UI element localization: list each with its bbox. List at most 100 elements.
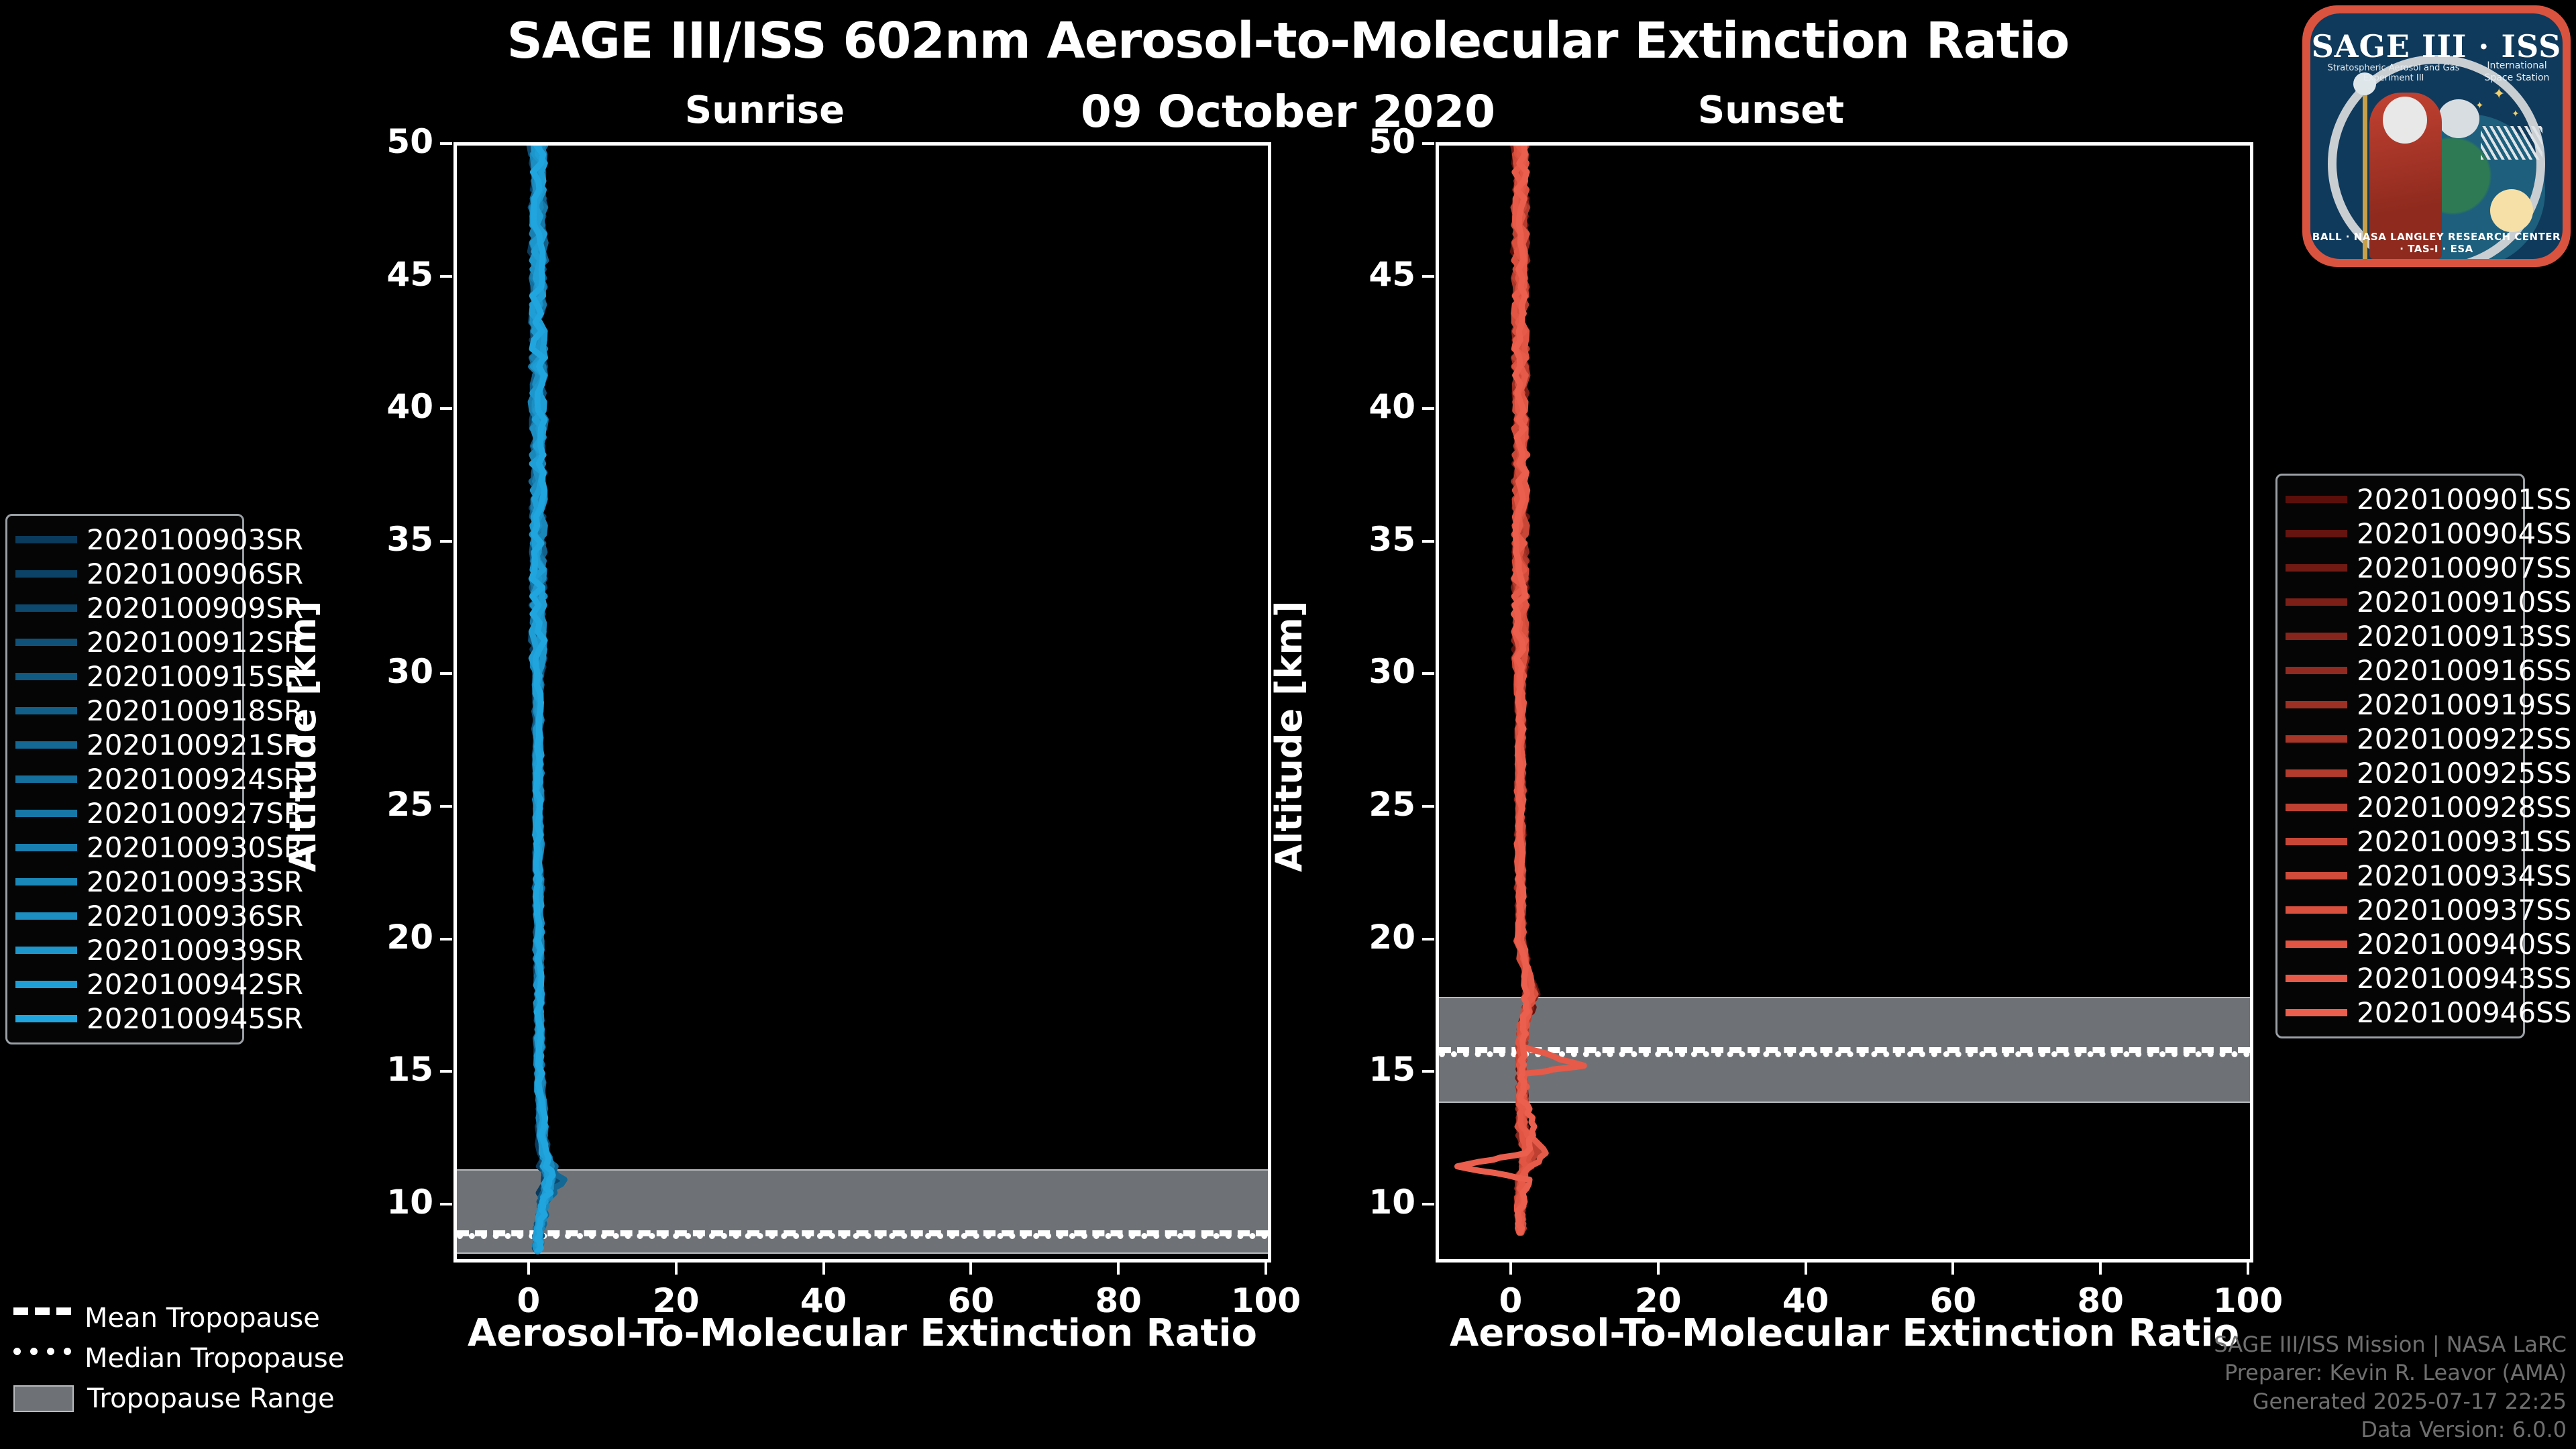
tropopause-range-band-sunrise xyxy=(457,1169,1268,1254)
legend-item-label: 2020100940SS xyxy=(2357,928,2572,961)
legend-item-sunrise[interactable]: 2020100906SR xyxy=(15,557,303,591)
y-tick-label: 35 xyxy=(1368,519,1415,559)
legend-item-label: 2020100943SS xyxy=(2357,962,2572,995)
x-tick-mark xyxy=(1265,1263,1267,1275)
legend-color-swatch xyxy=(2286,496,2347,503)
y-tick-mark xyxy=(1422,1202,1434,1205)
y-tick-mark xyxy=(440,407,452,411)
legend-item-sunrise[interactable]: 2020100924SR xyxy=(15,762,303,796)
median-tropopause-line-sunset xyxy=(1439,1051,2250,1057)
x-tick-label: 40 xyxy=(1782,1281,1829,1320)
legend-item-sunset[interactable]: 2020100940SS xyxy=(2286,927,2572,961)
legend-item-label: 2020100933SR xyxy=(87,865,304,898)
legend-item-sunrise[interactable]: 2020100939SR xyxy=(15,933,303,967)
series-line xyxy=(1454,146,1538,1236)
legend-item-label: 2020100931SS xyxy=(2357,825,2572,858)
y-tick-mark xyxy=(1422,142,1434,145)
y-axis-title-sunset: Altitude [km] xyxy=(1268,600,1310,873)
median-tropopause-line-sunrise xyxy=(457,1232,1268,1239)
legend-item-sunrise[interactable]: 2020100933SR xyxy=(15,865,303,899)
legend-item-sunrise[interactable]: 2020100921SR xyxy=(15,728,303,762)
dotted-line-swatch xyxy=(13,1347,71,1370)
y-tick-label: 25 xyxy=(386,785,433,824)
legend-item-label: 2020100930SR xyxy=(87,831,304,864)
legend-item-sunset[interactable]: 2020100904SS xyxy=(2286,517,2572,551)
legend-item-sunset[interactable]: 2020100925SS xyxy=(2286,756,2572,790)
y-tick-mark xyxy=(1422,539,1434,543)
legend-item-sunset[interactable]: 2020100928SS xyxy=(2286,790,2572,824)
x-tick-mark xyxy=(1656,1263,1660,1275)
y-tick-mark xyxy=(1422,805,1434,808)
x-tick-mark xyxy=(1117,1263,1120,1275)
y-tick-label: 45 xyxy=(386,254,433,294)
plot-area-sunset xyxy=(1436,142,2253,1263)
series-line xyxy=(529,146,556,1254)
y-tick-mark xyxy=(440,805,452,808)
x-tick-label: 100 xyxy=(2212,1281,2284,1320)
legend-item-sunset[interactable]: 2020100922SS xyxy=(2286,722,2572,756)
legend-item-sunset[interactable]: 2020100910SS xyxy=(2286,585,2572,619)
y-tick-mark xyxy=(1422,672,1434,676)
iss-station-icon xyxy=(2481,126,2542,160)
credits-line: Preparer: Kevin R. Leavor (AMA) xyxy=(2224,1360,2567,1386)
x-tick-label: 20 xyxy=(1634,1281,1682,1320)
y-tick-label: 10 xyxy=(1368,1182,1415,1222)
legend-item-sunset[interactable]: 2020100946SS xyxy=(2286,996,2572,1030)
legend-item-sunset[interactable]: 2020100934SS xyxy=(2286,859,2572,893)
y-tick-mark xyxy=(440,1202,452,1205)
legend-item-sunrise[interactable]: 2020100942SR xyxy=(15,967,303,1002)
legend-item-label: 2020100922SS xyxy=(2357,722,2572,755)
y-tick-mark xyxy=(440,937,452,941)
legend-item-sunrise[interactable]: 2020100927SR xyxy=(15,796,303,830)
legend-item-sunset[interactable]: 2020100931SS xyxy=(2286,824,2572,859)
legend-sunrise[interactable]: 2020100903SR 2020100906SR 2020100909SR 2020… xyxy=(5,514,303,1044)
legend-item-sunset[interactable]: 2020100937SS xyxy=(2286,893,2572,927)
legend-item-label: 2020100925SS xyxy=(2357,757,2572,790)
star-icon: ✦ xyxy=(2493,86,2506,103)
legend-item-sunrise[interactable]: 2020100903SR xyxy=(15,523,303,557)
legend-color-swatch xyxy=(15,775,77,783)
legend-item-label: 2020100919SS xyxy=(2357,688,2572,721)
y-tick-mark xyxy=(1422,407,1434,411)
x-tick-label: 40 xyxy=(800,1281,847,1320)
y-tick-label: 15 xyxy=(1368,1050,1415,1089)
data-series-svg-sunrise xyxy=(526,146,568,1254)
legend-color-swatch xyxy=(2286,975,2347,982)
legend-color-swatch xyxy=(15,947,77,954)
x-tick-mark xyxy=(1804,1263,1807,1275)
legend-item-sunset[interactable]: 2020100901SS xyxy=(2286,482,2572,517)
legend-item-sunset[interactable]: 2020100913SS xyxy=(2286,619,2572,653)
legend-item-sunrise[interactable]: 2020100918SR xyxy=(15,694,303,728)
tropopause-legend-item: Median Tropopause xyxy=(13,1342,362,1375)
legend-item-label: 2020100942SR xyxy=(87,968,304,1001)
logo-title: SAGE III · ISS xyxy=(2311,28,2562,64)
legend-item-sunset[interactable]: 2020100919SS xyxy=(2286,688,2572,722)
legend-item-sunrise[interactable]: 2020100915SR xyxy=(15,659,303,694)
legend-item-sunrise[interactable]: 2020100930SR xyxy=(15,830,303,865)
staff-icon xyxy=(2363,83,2367,259)
x-tick-label: 100 xyxy=(1230,1281,1301,1320)
legend-item-label: 2020100937SS xyxy=(2357,894,2572,926)
legend-item-sunset[interactable]: 2020100916SS xyxy=(2286,653,2572,688)
x-tick-label: 80 xyxy=(1095,1281,1142,1320)
legend-item-sunrise[interactable]: 2020100945SR xyxy=(15,1002,303,1036)
x-tick-mark xyxy=(674,1263,678,1275)
y-tick-mark xyxy=(440,142,452,145)
legend-color-swatch xyxy=(15,604,77,612)
legend-sunset[interactable]: 2020100901SS 2020100904SS 2020100907SS 2020… xyxy=(2275,474,2572,1038)
legend-item-sunset[interactable]: 2020100943SS xyxy=(2286,961,2572,996)
legend-item-label: 2020100912SR xyxy=(87,626,304,659)
y-tick-label: 15 xyxy=(386,1050,433,1089)
legend-color-swatch xyxy=(2286,906,2347,914)
x-tick-mark xyxy=(2099,1263,2102,1275)
credits-line: Generated 2025-07-17 22:25 xyxy=(2252,1388,2567,1414)
x-tick-mark xyxy=(969,1263,973,1275)
legend-item-sunset[interactable]: 2020100907SS xyxy=(2286,551,2572,585)
x-tick-label: 60 xyxy=(947,1281,995,1320)
legend-color-swatch xyxy=(15,639,77,646)
legend-item-sunrise[interactable]: 2020100912SR xyxy=(15,625,303,659)
legend-item-sunrise[interactable]: 2020100909SR xyxy=(15,591,303,625)
legend-item-sunrise[interactable]: 2020100936SR xyxy=(15,899,303,933)
y-tick-label: 40 xyxy=(386,387,433,427)
y-tick-mark xyxy=(1422,274,1434,278)
